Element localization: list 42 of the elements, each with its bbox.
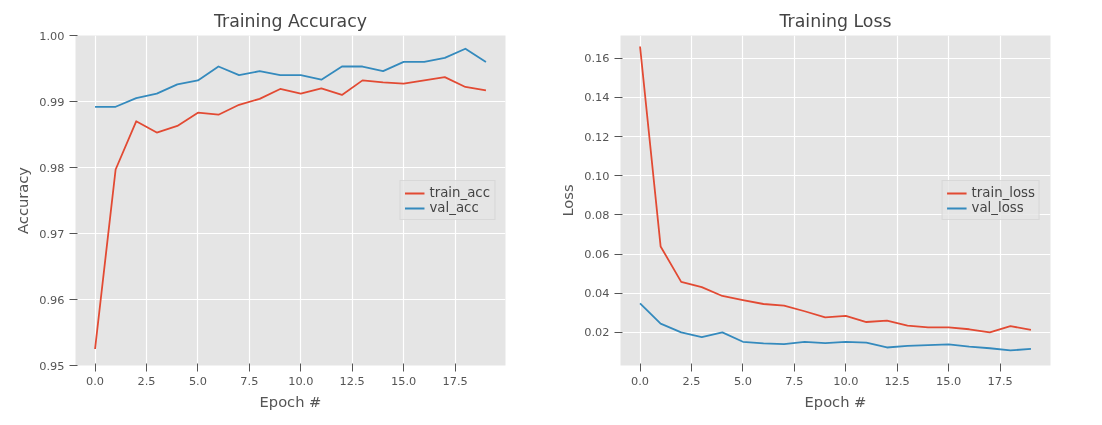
y-axis-title: Loss — [559, 184, 577, 217]
chart-title: Training Accuracy — [213, 10, 367, 31]
y-tick-label: 0.08 — [584, 207, 610, 222]
chart-title: Training Loss — [778, 10, 892, 31]
legend-label: train_loss — [971, 185, 1035, 200]
y-tick-label: 1.00 — [39, 28, 65, 43]
x-tick-label: 5.0 — [733, 373, 752, 388]
y-tick-label: 0.95 — [39, 358, 65, 373]
y-tick-label: 0.04 — [584, 286, 610, 301]
y-tick-label: 0.99 — [39, 94, 65, 109]
line-series — [639, 302, 1032, 352]
x-tick-label: 10.0 — [833, 373, 859, 388]
line-series — [94, 47, 487, 108]
x-axis-title: Epoch # — [804, 392, 867, 410]
y-tick-label: 0.98 — [39, 160, 65, 175]
y-axis-title: Accuracy — [14, 166, 32, 234]
y-tick-label: 0.16 — [584, 51, 610, 66]
legend-label: val_acc — [429, 200, 479, 215]
y-tick-label: 0.06 — [584, 247, 610, 262]
y-tick-label: 0.97 — [39, 226, 65, 241]
x-tick-label: 7.5 — [240, 373, 259, 388]
x-tick-label: 17.5 — [987, 373, 1013, 388]
x-tick-label: 0.0 — [86, 373, 105, 388]
x-tick-label: 7.5 — [785, 373, 804, 388]
x-tick-label: 10.0 — [288, 373, 314, 388]
y-tick-label: 0.02 — [584, 325, 610, 340]
x-tick-label: 5.0 — [188, 373, 207, 388]
x-tick-label: 2.5 — [137, 373, 156, 388]
x-tick-label: 12.5 — [339, 373, 365, 388]
x-tick-label: 15.0 — [936, 373, 962, 388]
x-tick-label: 17.5 — [442, 373, 468, 388]
x-tick-label: 15.0 — [391, 373, 417, 388]
legend-label: train_acc — [429, 185, 490, 200]
x-tick-label: 0.0 — [631, 373, 650, 388]
x-tick-label: 12.5 — [884, 373, 910, 388]
y-tick-label: 0.14 — [584, 90, 610, 105]
y-tick-label: 0.96 — [39, 292, 65, 307]
legend-label: val_loss — [971, 200, 1024, 215]
x-axis-title: Epoch # — [259, 392, 322, 410]
y-tick-label: 0.12 — [584, 129, 610, 144]
x-tick-label: 2.5 — [682, 373, 701, 388]
y-tick-label: 0.10 — [584, 168, 610, 183]
